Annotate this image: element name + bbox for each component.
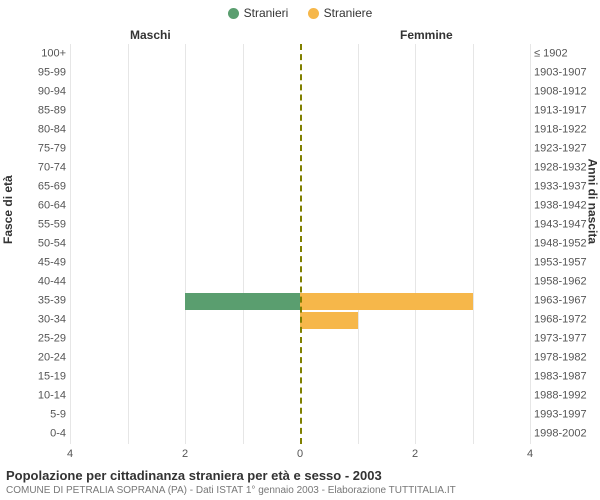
y-left-label: 100+ — [0, 48, 66, 59]
y-right-label: 1943-1947 — [534, 219, 596, 230]
y-left-label: 55-59 — [0, 219, 66, 230]
y-right-label: 1938-1942 — [534, 200, 596, 211]
y-left-label: 5-9 — [0, 410, 66, 421]
y-right-label: 1993-1997 — [534, 410, 596, 421]
bar-female — [300, 293, 473, 310]
y-right-label: 1973-1977 — [534, 334, 596, 345]
chart-container: Stranieri Straniere Maschi Femmine Fasce… — [0, 0, 600, 500]
x-tick: 0 — [297, 448, 303, 460]
y-left-label: 45-49 — [0, 258, 66, 269]
legend-item-female: Straniere — [308, 6, 373, 20]
y-left-label: 60-64 — [0, 200, 66, 211]
bar-male — [185, 293, 300, 310]
y-right-label: 1953-1957 — [534, 258, 596, 269]
y-left-label: 70-74 — [0, 162, 66, 173]
y-left-label: 15-19 — [0, 372, 66, 383]
y-right-label: 1908-1912 — [534, 86, 596, 97]
legend: Stranieri Straniere — [0, 6, 600, 22]
center-line — [300, 44, 302, 444]
chart-footer: Popolazione per cittadinanza straniera p… — [6, 468, 594, 496]
y-left-label: 95-99 — [0, 67, 66, 78]
chart-title: Popolazione per cittadinanza straniera p… — [6, 468, 594, 483]
y-right-label: 1928-1932 — [534, 162, 596, 173]
x-axis-ticks: 4 2 0 2 4 — [70, 448, 530, 462]
x-tick: 4 — [67, 448, 73, 460]
chart-subtitle: COMUNE DI PETRALIA SOPRANA (PA) - Dati I… — [6, 485, 594, 496]
y-right-label: 1933-1937 — [534, 181, 596, 192]
y-right-label: 1918-1922 — [534, 124, 596, 135]
plot-area — [70, 44, 530, 444]
column-header-right: Femmine — [400, 28, 453, 42]
y-right-label: 1903-1907 — [534, 67, 596, 78]
y-right-label: 1958-1962 — [534, 277, 596, 288]
x-tick: 2 — [412, 448, 418, 460]
y-left-label: 90-94 — [0, 86, 66, 97]
y-left-labels: 100+ 95-99 90-94 85-89 80-84 75-79 70-74 65-69 6… — [0, 44, 66, 444]
y-right-label: 1923-1927 — [534, 143, 596, 154]
x-tick: 4 — [527, 448, 533, 460]
y-left-label: 30-34 — [0, 315, 66, 326]
y-right-label: 1963-1967 — [534, 296, 596, 307]
y-right-label: 1913-1917 — [534, 105, 596, 116]
y-left-label: 10-14 — [0, 391, 66, 402]
y-left-label: 50-54 — [0, 239, 66, 250]
column-header-left: Maschi — [130, 28, 171, 42]
y-left-label: 25-29 — [0, 334, 66, 345]
y-left-label: 20-24 — [0, 353, 66, 364]
legend-label-female: Straniere — [324, 6, 373, 20]
y-right-label: 1948-1952 — [534, 239, 596, 250]
y-right-label: 1998-2002 — [534, 429, 596, 440]
x-tick: 2 — [182, 448, 188, 460]
y-left-label: 0-4 — [0, 429, 66, 440]
circle-icon — [228, 8, 239, 19]
y-right-label: ≤ 1902 — [534, 48, 596, 59]
y-right-label: 1968-1972 — [534, 315, 596, 326]
legend-label-male: Stranieri — [244, 6, 289, 20]
y-left-label: 75-79 — [0, 143, 66, 154]
bar-female — [300, 312, 358, 329]
y-left-label: 40-44 — [0, 277, 66, 288]
y-left-label: 85-89 — [0, 105, 66, 116]
y-right-label: 1988-1992 — [534, 391, 596, 402]
y-left-label: 35-39 — [0, 296, 66, 307]
y-right-label: 1978-1982 — [534, 353, 596, 364]
y-left-label: 65-69 — [0, 181, 66, 192]
legend-item-male: Stranieri — [228, 6, 289, 20]
circle-icon — [308, 8, 319, 19]
y-left-label: 80-84 — [0, 124, 66, 135]
y-right-labels: ≤ 1902 1903-1907 1908-1912 1913-1917 1918-19… — [534, 44, 596, 444]
y-right-label: 1983-1987 — [534, 372, 596, 383]
